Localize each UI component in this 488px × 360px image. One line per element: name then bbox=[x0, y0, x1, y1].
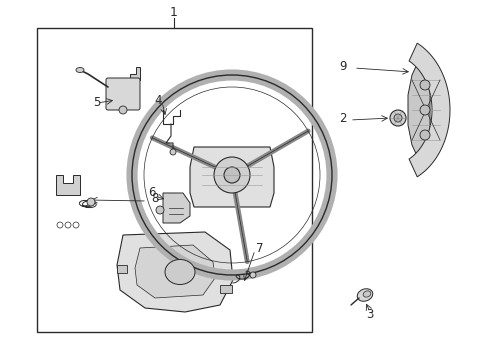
Text: 8: 8 bbox=[151, 192, 159, 204]
Ellipse shape bbox=[76, 68, 84, 72]
Text: 4: 4 bbox=[154, 94, 162, 107]
Text: 3: 3 bbox=[366, 309, 373, 321]
Polygon shape bbox=[190, 147, 273, 207]
Bar bbox=[37, 28, 311, 332]
Circle shape bbox=[119, 106, 127, 114]
Text: 9: 9 bbox=[339, 59, 346, 72]
Text: 1: 1 bbox=[170, 6, 178, 19]
Text: 2: 2 bbox=[339, 112, 346, 125]
Polygon shape bbox=[407, 58, 429, 162]
Ellipse shape bbox=[164, 260, 195, 284]
Ellipse shape bbox=[356, 289, 372, 301]
Text: 6: 6 bbox=[148, 186, 156, 199]
Circle shape bbox=[419, 130, 429, 140]
Text: 5: 5 bbox=[93, 96, 101, 109]
Circle shape bbox=[419, 80, 429, 90]
Polygon shape bbox=[135, 245, 215, 298]
Bar bbox=[220, 285, 231, 293]
Polygon shape bbox=[408, 43, 449, 177]
Circle shape bbox=[389, 110, 405, 126]
Circle shape bbox=[214, 157, 249, 193]
Polygon shape bbox=[130, 67, 140, 80]
Circle shape bbox=[170, 149, 176, 155]
Text: 7: 7 bbox=[256, 242, 263, 255]
Circle shape bbox=[249, 272, 256, 278]
Polygon shape bbox=[117, 232, 232, 312]
Circle shape bbox=[419, 105, 429, 115]
Polygon shape bbox=[56, 175, 80, 195]
Circle shape bbox=[87, 198, 95, 206]
FancyBboxPatch shape bbox=[106, 78, 140, 110]
Ellipse shape bbox=[363, 291, 370, 297]
Circle shape bbox=[224, 167, 240, 183]
Circle shape bbox=[393, 114, 401, 122]
Bar bbox=[117, 265, 127, 273]
Circle shape bbox=[156, 206, 163, 214]
Polygon shape bbox=[163, 193, 190, 223]
